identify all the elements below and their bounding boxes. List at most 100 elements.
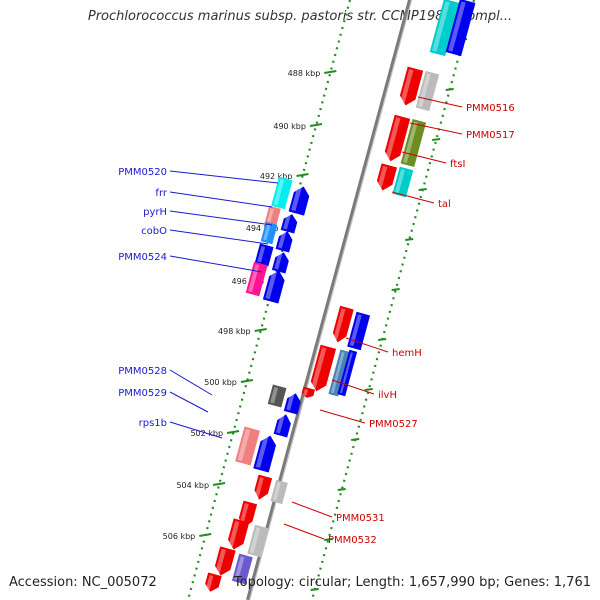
gene-PMM0524 <box>262 270 285 304</box>
leader-PMM0531 <box>291 501 333 518</box>
label-PMM0527: PMM0527 <box>369 419 418 430</box>
feature-azure <box>260 221 278 245</box>
leader-PMM0528 <box>169 369 213 396</box>
feature-pink-1 <box>264 205 281 227</box>
minor-tick <box>432 138 441 141</box>
minor-tick <box>364 388 373 391</box>
tick-label: 506 kbp <box>163 532 196 541</box>
feature-darkgray <box>267 384 287 408</box>
feature-gray-3 <box>247 524 269 558</box>
gene-PMM0517 <box>384 114 411 162</box>
feature-gray-2 <box>270 479 288 505</box>
gene-PMM0527 <box>301 386 315 398</box>
tick-mark <box>254 328 267 332</box>
tick-label: 492 kbp <box>260 172 293 181</box>
minor-tick <box>337 488 346 491</box>
feature-cyan-2 <box>392 166 414 198</box>
label-hemH: hemH <box>392 348 422 359</box>
label-PMM0529: PMM0529 <box>118 388 167 399</box>
minor-tick <box>324 538 333 541</box>
gene-frr <box>280 214 298 234</box>
label-rps1b: rps1b <box>139 418 167 429</box>
feature-gray-1 <box>415 70 440 112</box>
label-PMM0528: PMM0528 <box>118 366 167 377</box>
gene-cobO <box>254 243 274 267</box>
minor-tick <box>351 438 360 441</box>
label-PMM0516: PMM0516 <box>466 103 515 114</box>
feature-cyan-top <box>429 0 460 57</box>
label-ftsI: ftsI <box>450 159 465 170</box>
tick-mark <box>296 173 309 177</box>
feature-steel <box>328 349 351 397</box>
gene-ilvH <box>310 344 337 392</box>
gene-red-lower-2 <box>214 546 236 576</box>
tick-mark <box>324 70 337 74</box>
leader-frr <box>169 191 273 208</box>
minor-tick <box>418 188 427 191</box>
gene-red-bottom <box>205 572 222 592</box>
leader-PMM0529 <box>169 391 209 413</box>
tick-label: 496 kbp <box>232 277 265 286</box>
gene-hemH <box>332 305 354 343</box>
label-PMM0532: PMM0532 <box>328 535 377 546</box>
gene-PMM0529 <box>283 393 301 415</box>
leader-hemH <box>345 337 389 353</box>
leader-PMM0517 <box>409 122 463 135</box>
leader-PMM0516 <box>417 96 463 108</box>
tick-label: 498 kbp <box>218 327 251 336</box>
tick-mark <box>199 533 212 537</box>
minor-tick <box>310 588 319 591</box>
minor-tick <box>378 338 387 341</box>
label-cobO: cobO <box>141 226 167 237</box>
minor-tick <box>445 88 454 91</box>
gene-cobO-2 <box>271 252 289 274</box>
tick-label: 490 kbp <box>273 122 306 131</box>
feature-olive <box>400 118 427 168</box>
leader-pyrH <box>169 210 273 226</box>
gene-ftsI <box>376 163 398 191</box>
feature-boxes <box>205 0 476 592</box>
leader-ftsI <box>401 151 447 164</box>
gene-pyrH <box>275 231 293 253</box>
leader-cobO <box>169 229 269 245</box>
leader-tal <box>391 191 435 204</box>
tick-mark <box>226 430 240 434</box>
gene-PMM0520 <box>288 186 310 216</box>
feature-cyan-3 <box>271 176 293 210</box>
leader-PMM0520 <box>169 170 279 184</box>
gene-PMM0532 <box>238 500 258 528</box>
tick-mark <box>309 123 323 127</box>
label-pyrH: pyrH <box>143 207 167 218</box>
leader-PMM0532 <box>283 523 325 540</box>
tick-label: 500 kbp <box>204 378 237 387</box>
gene-labels: PMM0520 frr pyrH cobO PMM0524 PMM0528 PMM0529 r… <box>118 103 515 546</box>
gene-red-lower <box>228 518 250 550</box>
feature-blue-top <box>445 0 476 57</box>
gene-rps1b-a <box>273 414 291 438</box>
label-PMM0531: PMM0531 <box>336 513 385 524</box>
feature-slate <box>231 553 253 585</box>
leader-PMM0524 <box>169 255 263 273</box>
leader-rps1b <box>169 421 223 439</box>
leader-PMM0527 <box>319 409 366 424</box>
tick-mark <box>240 379 254 383</box>
minor-tick <box>405 238 414 241</box>
label-frr: frr <box>155 188 167 199</box>
feature-blue-3 <box>337 349 358 397</box>
label-PMM0517: PMM0517 <box>466 130 515 141</box>
label-ilvH: ilvH <box>378 390 397 401</box>
label-PMM0524: PMM0524 <box>118 252 167 263</box>
label-leaders <box>169 96 463 540</box>
label-PMM0520: PMM0520 <box>118 167 167 178</box>
tick-mark <box>212 482 226 486</box>
tick-label: 504 kbp <box>176 481 209 490</box>
tick-label: 494 kbp <box>246 224 279 233</box>
leader-ilvH <box>331 379 375 395</box>
feature-salmon <box>235 426 260 466</box>
tick-label: 488 kbp <box>288 69 321 78</box>
gene-rps1b <box>253 435 277 473</box>
label-tal: tal <box>438 199 451 210</box>
kbp-ticks: 488 kbp 490 kbp 492 kbp 494 kbp 496 kbp 498 k… <box>163 38 468 591</box>
